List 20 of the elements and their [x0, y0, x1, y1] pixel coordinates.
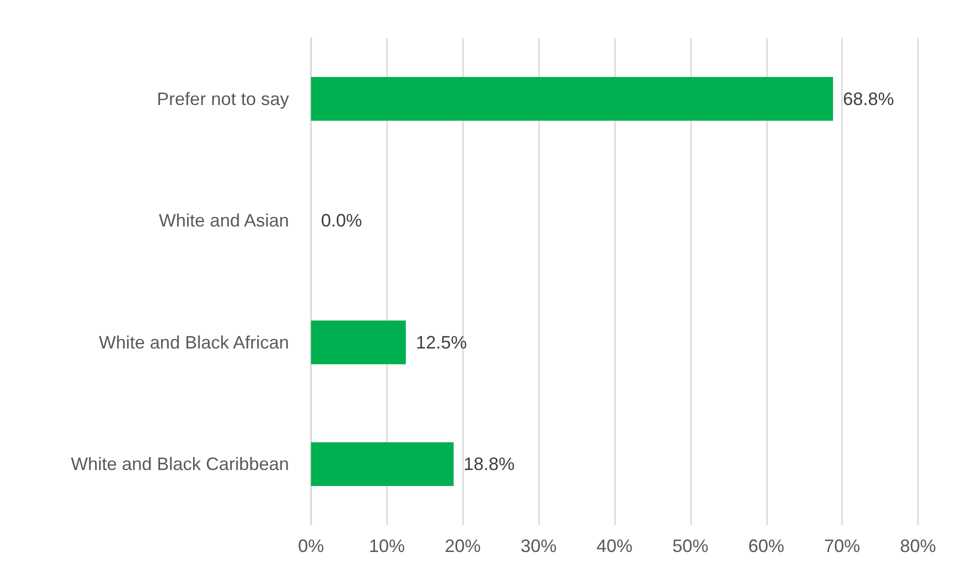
x-tick-label: 40%: [596, 536, 633, 556]
x-tick-label: 70%: [824, 536, 860, 556]
data-label: 18.8%: [464, 454, 515, 474]
bar: [311, 320, 406, 364]
x-tick-label: 30%: [520, 536, 557, 556]
data-label: 0.0%: [321, 210, 362, 231]
x-tick-label: 60%: [748, 536, 784, 556]
y-tick-label: White and Asian: [158, 210, 289, 231]
y-tick-label: White and Black Caribbean: [70, 454, 289, 474]
bar: [311, 76, 834, 121]
data-label: 68.8%: [843, 88, 894, 109]
x-tick-label: 0%: [298, 536, 324, 556]
data-label: 12.5%: [416, 332, 467, 352]
y-tick-label: Prefer not to say: [156, 88, 289, 109]
bar: [311, 442, 454, 486]
x-tick-label: 80%: [900, 536, 936, 556]
x-tick-label: 10%: [368, 536, 405, 556]
y-tick-label: White and Black African: [98, 332, 289, 352]
x-tick-label: 50%: [672, 536, 708, 556]
x-tick-label: 20%: [444, 536, 481, 556]
